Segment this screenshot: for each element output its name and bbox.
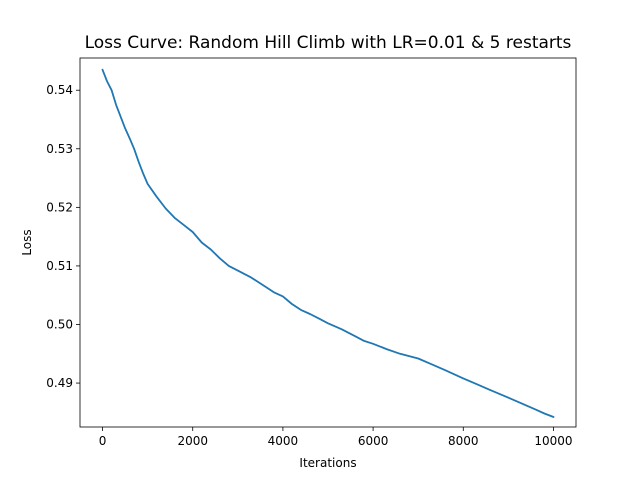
chart-title: Loss Curve: Random Hill Climb with LR=0.… <box>85 33 572 53</box>
y-tick-label: 0.50 <box>46 318 73 332</box>
x-tick-label: 10000 <box>534 434 572 448</box>
loss-series-line <box>101 68 555 418</box>
x-tick-label: 0 <box>99 434 107 448</box>
plot-area <box>101 68 555 418</box>
x-tick-label: 8000 <box>448 434 479 448</box>
y-tick-label: 0.49 <box>46 376 73 390</box>
y-axis: 0.49 0.50 0.51 0.52 0.53 0.54 <box>46 83 80 390</box>
y-tick-label: 0.54 <box>46 83 73 97</box>
x-tick-label: 4000 <box>268 434 299 448</box>
x-axis-label: Iterations <box>299 456 356 470</box>
x-axis: 0 2000 4000 6000 8000 10000 <box>99 427 573 448</box>
axes-frame <box>79 57 577 428</box>
y-tick-label: 0.52 <box>46 200 73 214</box>
x-tick-label: 6000 <box>358 434 389 448</box>
y-axis-label: Loss <box>20 229 34 255</box>
x-tick-label: 2000 <box>177 434 208 448</box>
y-tick-label: 0.51 <box>46 259 73 273</box>
y-tick-label: 0.53 <box>46 142 73 156</box>
